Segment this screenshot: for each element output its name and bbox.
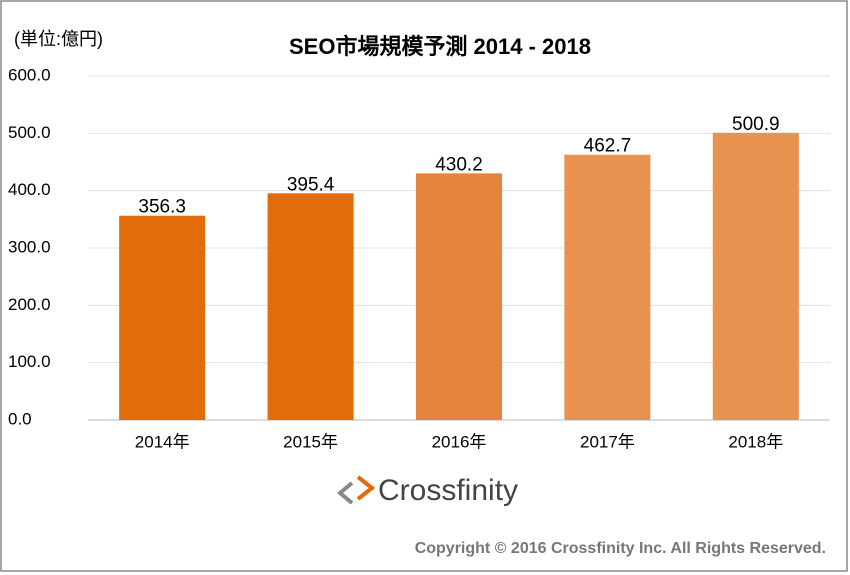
y-tick-label: 600.0 [8,65,51,84]
chart-title: SEO市場規模予測 2014 - 2018 [289,34,591,59]
bar [415,173,503,420]
x-tick-label: 2015年 [283,432,338,451]
bar [712,132,799,421]
y-tick-label: 300.0 [8,237,51,256]
value-label: 500.9 [732,114,780,135]
y-tick-label: 200.0 [8,295,51,314]
bar [564,154,651,420]
value-label: 430.2 [435,154,483,175]
y-tick-label: 500.0 [8,123,51,142]
y-tick-label: 400.0 [8,180,51,199]
x-tick-label: 2014年 [135,432,190,451]
bar [267,193,354,420]
value-label: 462.7 [584,136,632,157]
x-tick-label: 2016年 [432,432,487,451]
value-label: 395.4 [287,174,335,195]
logo-icon [336,475,376,505]
copyright: Copyright © 2016 Crossfinity Inc. All Ri… [415,540,826,557]
x-tick-label: 2018年 [728,432,783,451]
y-tick-label: 0.0 [8,409,32,428]
value-label: 356.3 [138,197,186,218]
unit-label: (単位:億円) [14,29,103,49]
x-tick-label: 2017年 [580,432,635,451]
bar [119,215,206,420]
logo-text: Crossfinity [378,474,518,507]
y-tick-label: 100.0 [8,352,51,371]
